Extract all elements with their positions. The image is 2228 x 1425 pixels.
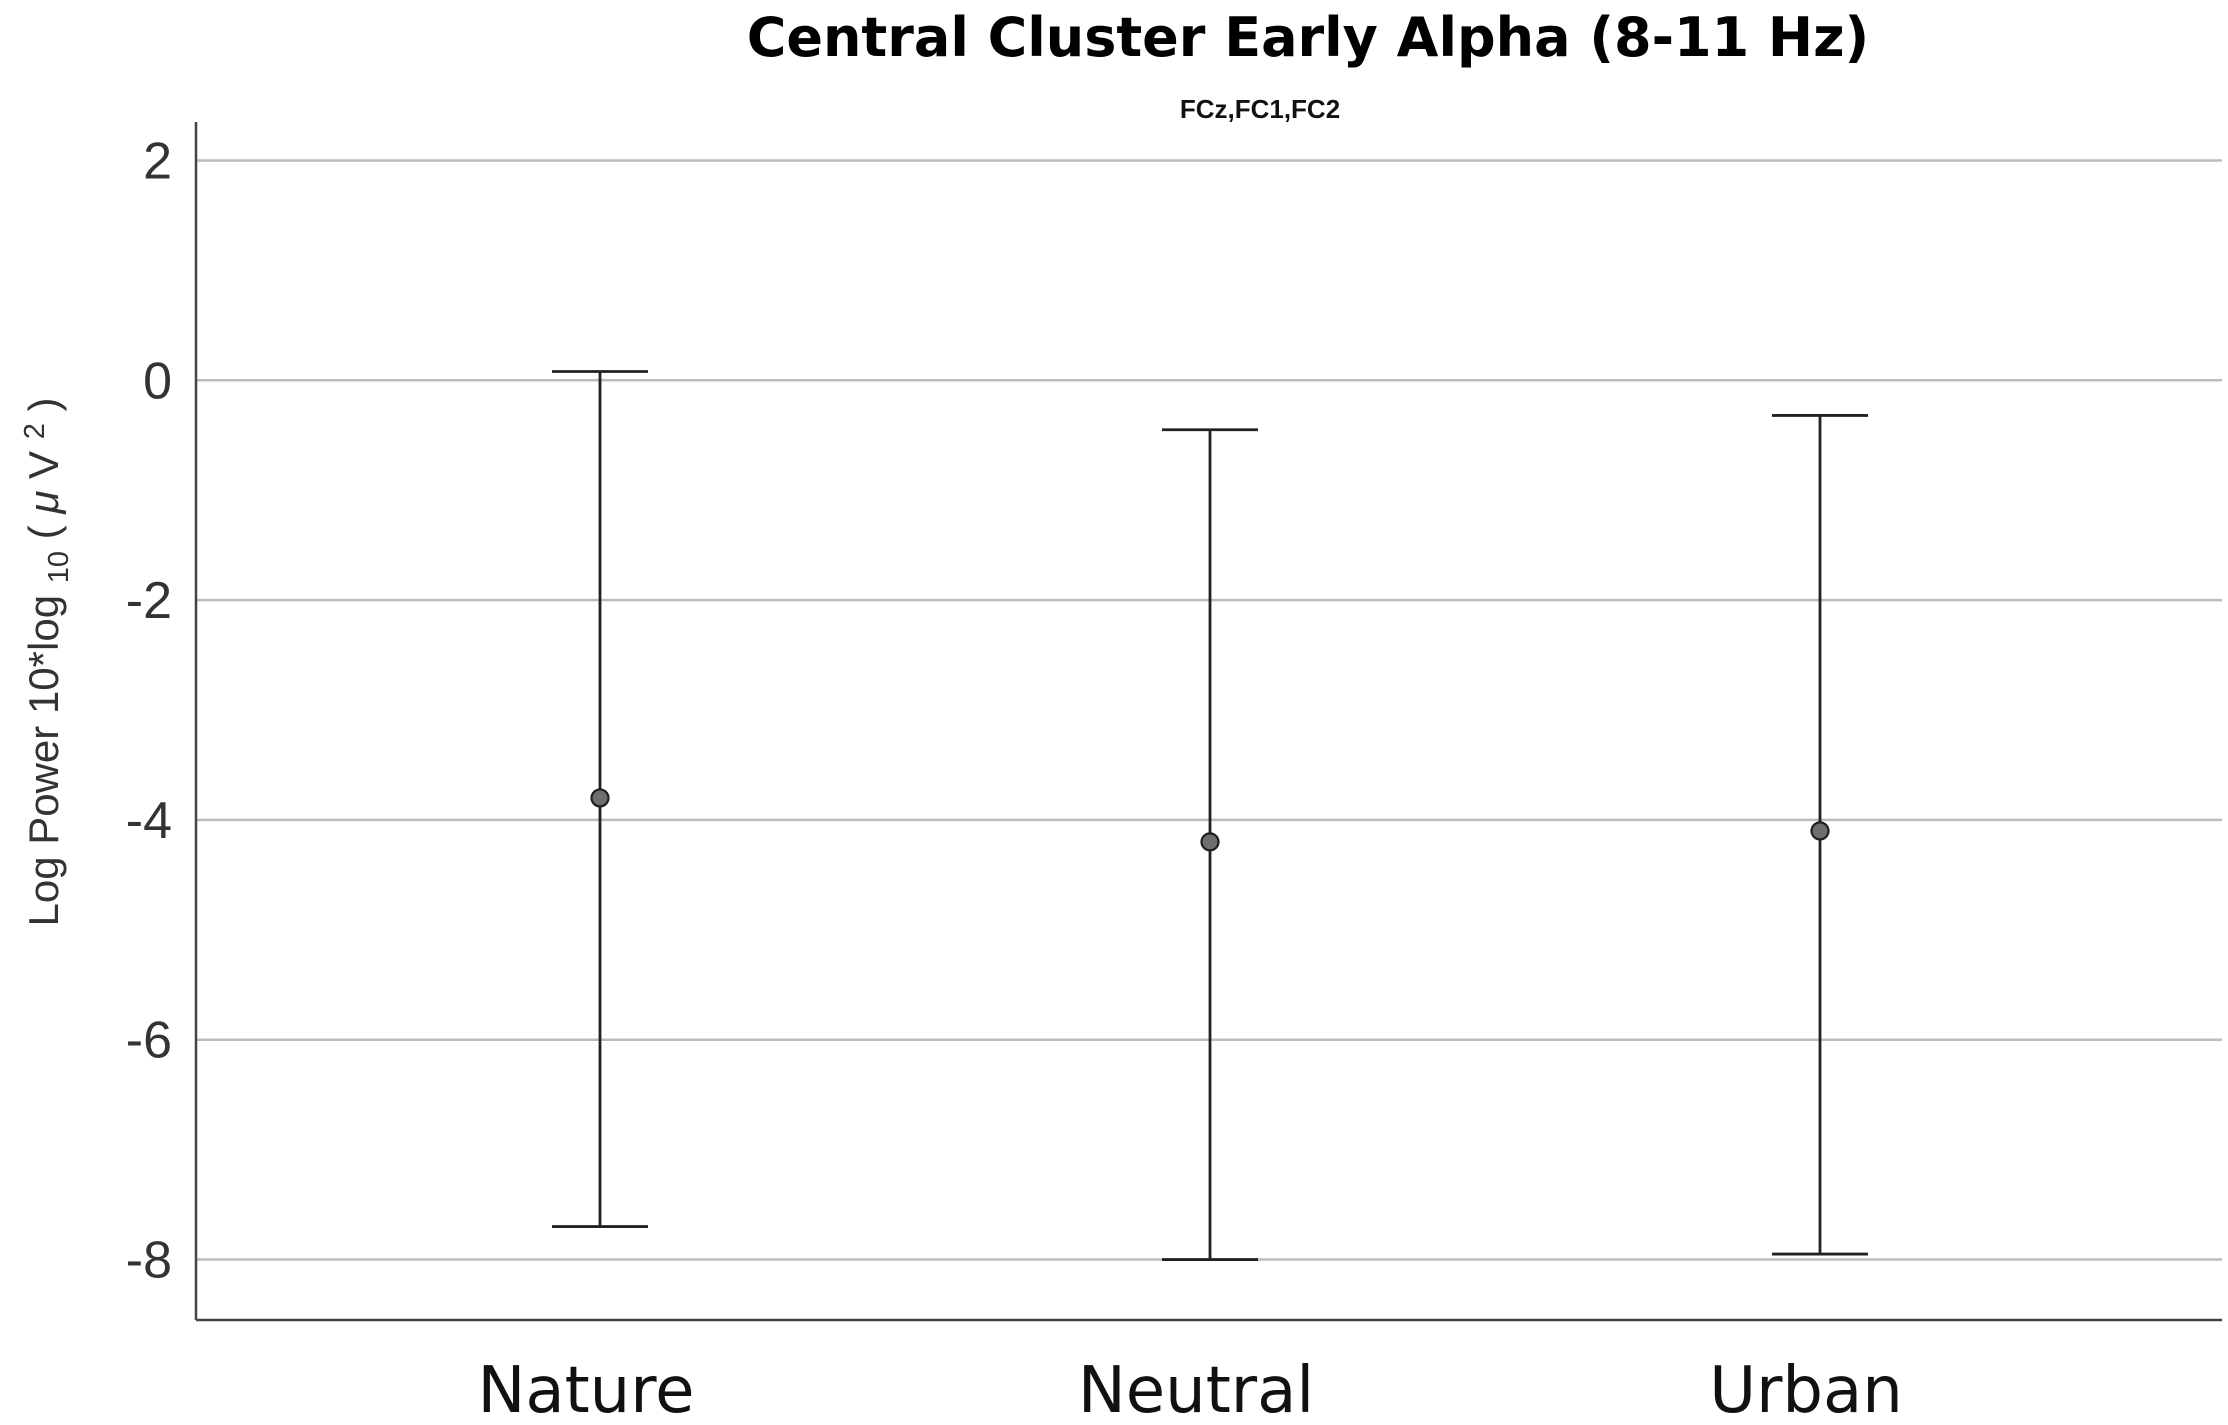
y-axis-label-unit-mu: μ bbox=[20, 491, 67, 515]
chart-subtitle: FCz,FC1,FC2 bbox=[1180, 94, 1340, 124]
y-axis-label-unit-close: ) bbox=[20, 397, 67, 411]
chart-title: Central Cluster Early Alpha (8-11 Hz) bbox=[747, 6, 1870, 69]
mean-point-neutral bbox=[1200, 832, 1220, 852]
y-tick-label-minus-6: -6 bbox=[126, 1012, 172, 1070]
y-axis-label-unit-v: V bbox=[20, 451, 67, 479]
y-tick-label-2: 2 bbox=[143, 132, 172, 190]
y-tick-label-minus-8: -8 bbox=[126, 1232, 172, 1290]
category-label-urban: Urban bbox=[1709, 1354, 1903, 1425]
y-axis-label-main: Log Power 10*log bbox=[20, 595, 67, 927]
y-tick-label-minus-4: -4 bbox=[126, 792, 172, 850]
y-axis-label-unit-open: ( bbox=[20, 525, 67, 539]
mean-point-nature bbox=[590, 788, 610, 808]
y-axis-label-superscript: 2 bbox=[19, 423, 51, 439]
category-label-nature: Nature bbox=[477, 1354, 694, 1425]
axes bbox=[194, 122, 2222, 1322]
y-tick-label-minus-2: -2 bbox=[126, 572, 172, 630]
category-labels: Nature Neutral Urban bbox=[477, 1354, 1902, 1425]
mean-points bbox=[590, 788, 1830, 852]
y-axis-label-subscript: 10 bbox=[43, 551, 75, 583]
y-tick-label-0: 0 bbox=[143, 352, 172, 410]
mean-point-urban bbox=[1810, 821, 1830, 841]
y-axis-label: Log Power 10*log 10 ( μ V 2 ) bbox=[6, 397, 77, 926]
y-tick-labels: 2 0 -2 -4 -6 -8 bbox=[126, 132, 172, 1289]
category-label-neutral: Neutral bbox=[1078, 1354, 1314, 1425]
